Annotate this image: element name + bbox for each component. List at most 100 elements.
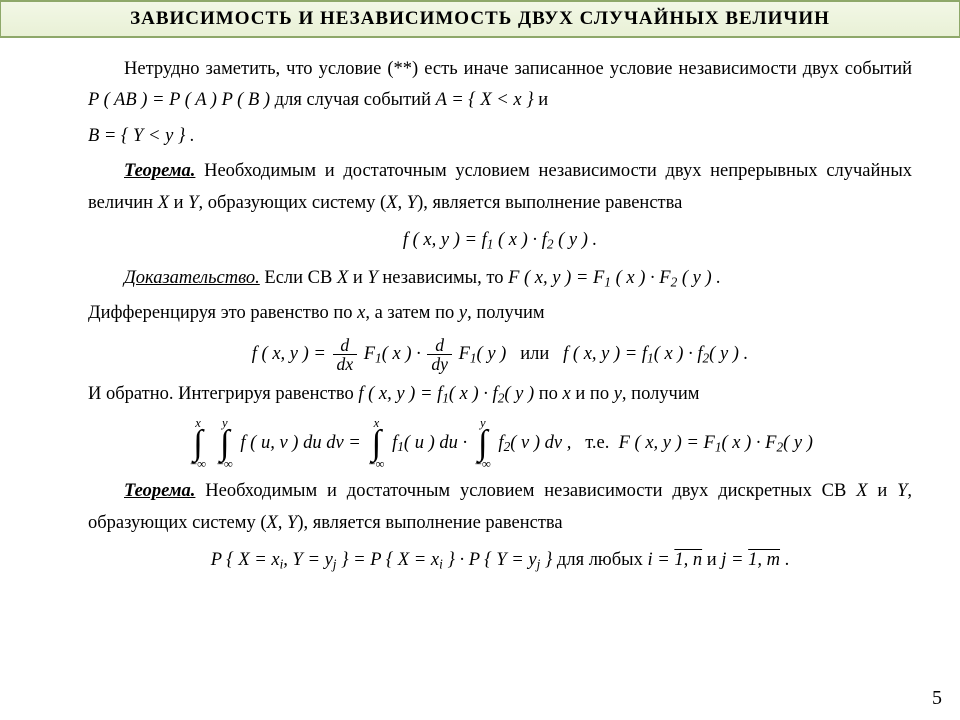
equation-4: P { X = xi, Y = yj } = P { X = xi } · P … <box>88 545 912 576</box>
proof-label: Доказательство. <box>124 268 260 288</box>
integral: y∫−∞ <box>217 417 233 470</box>
sub: 1 <box>375 350 382 365</box>
equation-3: x∫−∞ y∫−∞ f ( u, v ) du dv = x∫−∞ f1( u … <box>88 417 912 470</box>
var: y <box>614 384 622 404</box>
paragraph-4: И обратно. Интегрируя равенство f ( x, y… <box>88 379 912 410</box>
sym: F ( x, y ) = <box>508 268 588 288</box>
sym: F <box>459 344 470 364</box>
sym: ( x ) · <box>722 433 761 453</box>
sym: F <box>659 268 670 288</box>
sym: f ( x, y ) = <box>252 344 326 364</box>
sub: 1 <box>715 439 722 454</box>
sym: } <box>540 550 552 570</box>
integral: x∫−∞ <box>368 417 384 470</box>
var: Y <box>188 193 198 213</box>
sym: F ( x, y ) = <box>619 433 699 453</box>
sym: , Y = y <box>283 550 332 570</box>
fraction: ddy <box>427 336 452 374</box>
sub: 1 <box>604 274 611 289</box>
num: d <box>427 336 452 355</box>
sym: i = <box>647 550 674 570</box>
text: и по <box>571 384 614 404</box>
paragraph-1: Нетрудно заметить, что условие (**) есть… <box>88 54 912 117</box>
slide-header: ЗАВИСИМОСТЬ И НЕЗАВИСИМОСТЬ ДВУХ СЛУЧАЙН… <box>0 0 960 38</box>
var: y <box>459 303 467 323</box>
var: X <box>158 193 169 213</box>
sym: ( x ) · <box>449 384 488 404</box>
var: x <box>563 384 571 404</box>
text: по <box>539 384 563 404</box>
sub: 1 <box>442 391 449 406</box>
sub: 1 <box>397 439 404 454</box>
sub: 1 <box>647 350 654 365</box>
sym: ( x ) · <box>498 230 537 250</box>
text: и <box>868 481 898 501</box>
sym: ( x ) · <box>616 268 655 288</box>
text: и <box>169 193 188 213</box>
inline-formula: P ( AB ) = P ( A ) P ( B ) <box>88 90 270 110</box>
text: Нетрудно заметить, что условие (**) есть… <box>124 59 912 79</box>
slide-body: Нетрудно заметить, что условие (**) есть… <box>0 38 960 576</box>
fraction: ddx <box>333 336 358 374</box>
sym: ( y ) <box>783 433 813 453</box>
sym: f ( x, y ) = <box>563 344 637 364</box>
sub: 1 <box>487 237 494 252</box>
sym: ( y ) . <box>682 268 721 288</box>
inline-formula: B = { Y < y } . <box>88 126 195 146</box>
theorem-label: Теорема. <box>124 481 195 501</box>
sym: } = P { X = x <box>336 550 439 570</box>
text: Если СВ <box>264 268 337 288</box>
text: и <box>538 90 548 110</box>
sym: j = <box>721 550 748 570</box>
sym: } · P { Y = y <box>443 550 537 570</box>
sym: ( u ) du · <box>404 433 467 453</box>
sym: ( x ) · <box>654 344 693 364</box>
theorem-1: Теорема. Необходимым и достаточным услов… <box>88 156 912 219</box>
page-number: 5 <box>932 687 942 710</box>
theorem-label: Теорема. <box>124 161 195 181</box>
sym: ( v ) dv , <box>510 433 571 453</box>
sym: F <box>704 433 715 453</box>
var: X <box>856 481 867 501</box>
text: и <box>707 550 722 570</box>
inline-formula: A = { X < x } <box>436 90 534 110</box>
text: Необходимым и достаточным условием незав… <box>205 481 856 501</box>
header-title: ЗАВИСИМОСТЬ И НЕЗАВИСИМОСТЬ ДВУХ СЛУЧАЙН… <box>130 8 830 30</box>
sym: ( y ) <box>504 384 534 404</box>
paragraph-1b: B = { Y < y } . <box>88 121 912 152</box>
text: , получим <box>622 384 700 404</box>
den: dy <box>427 355 452 373</box>
sym: F <box>364 344 375 364</box>
range: 1, m <box>748 550 780 570</box>
sym: ( y ) <box>477 344 507 364</box>
text: для любых <box>557 550 648 570</box>
sym: F <box>765 433 776 453</box>
lim-bot: −∞ <box>475 458 491 471</box>
lim-bot: −∞ <box>190 458 206 471</box>
sym: ( x ) · <box>382 344 421 364</box>
sub: 1 <box>470 350 477 365</box>
var: X, Y <box>386 193 417 213</box>
text: т.е. <box>585 433 609 453</box>
sub: 2 <box>547 237 554 252</box>
var: X, Y <box>267 513 298 533</box>
text: , образующих систему ( <box>198 193 386 213</box>
sym: ( y ) . <box>558 230 597 250</box>
equation-2: f ( x, y ) = ddx F1( x ) · ddy F1( y ) и… <box>88 336 912 374</box>
eq-lhs: f ( x, y ) = <box>403 230 477 250</box>
text: для случая событий <box>275 90 436 110</box>
inline-formula: f ( x, y ) = f1( x ) · f2( y ) <box>358 384 538 404</box>
sym: f ( u, v ) du dv = <box>240 433 360 453</box>
text: , а затем по <box>365 303 459 323</box>
theorem-2: Теорема. Необходимым и достаточным услов… <box>88 476 912 539</box>
text: ), является выполнение равенства <box>417 193 682 213</box>
text: И обратно. Интегрируя равенство <box>88 384 358 404</box>
lim-bot: −∞ <box>368 458 384 471</box>
lim-bot: −∞ <box>217 458 233 471</box>
den: dx <box>333 355 358 373</box>
var: Y <box>897 481 907 501</box>
var: Y <box>367 268 377 288</box>
sym: f ( x, y ) = <box>358 384 432 404</box>
inline-formula: F ( x, y ) = F1 ( x ) · F2 ( y ) . <box>508 268 721 288</box>
text: независимы, то <box>378 268 508 288</box>
